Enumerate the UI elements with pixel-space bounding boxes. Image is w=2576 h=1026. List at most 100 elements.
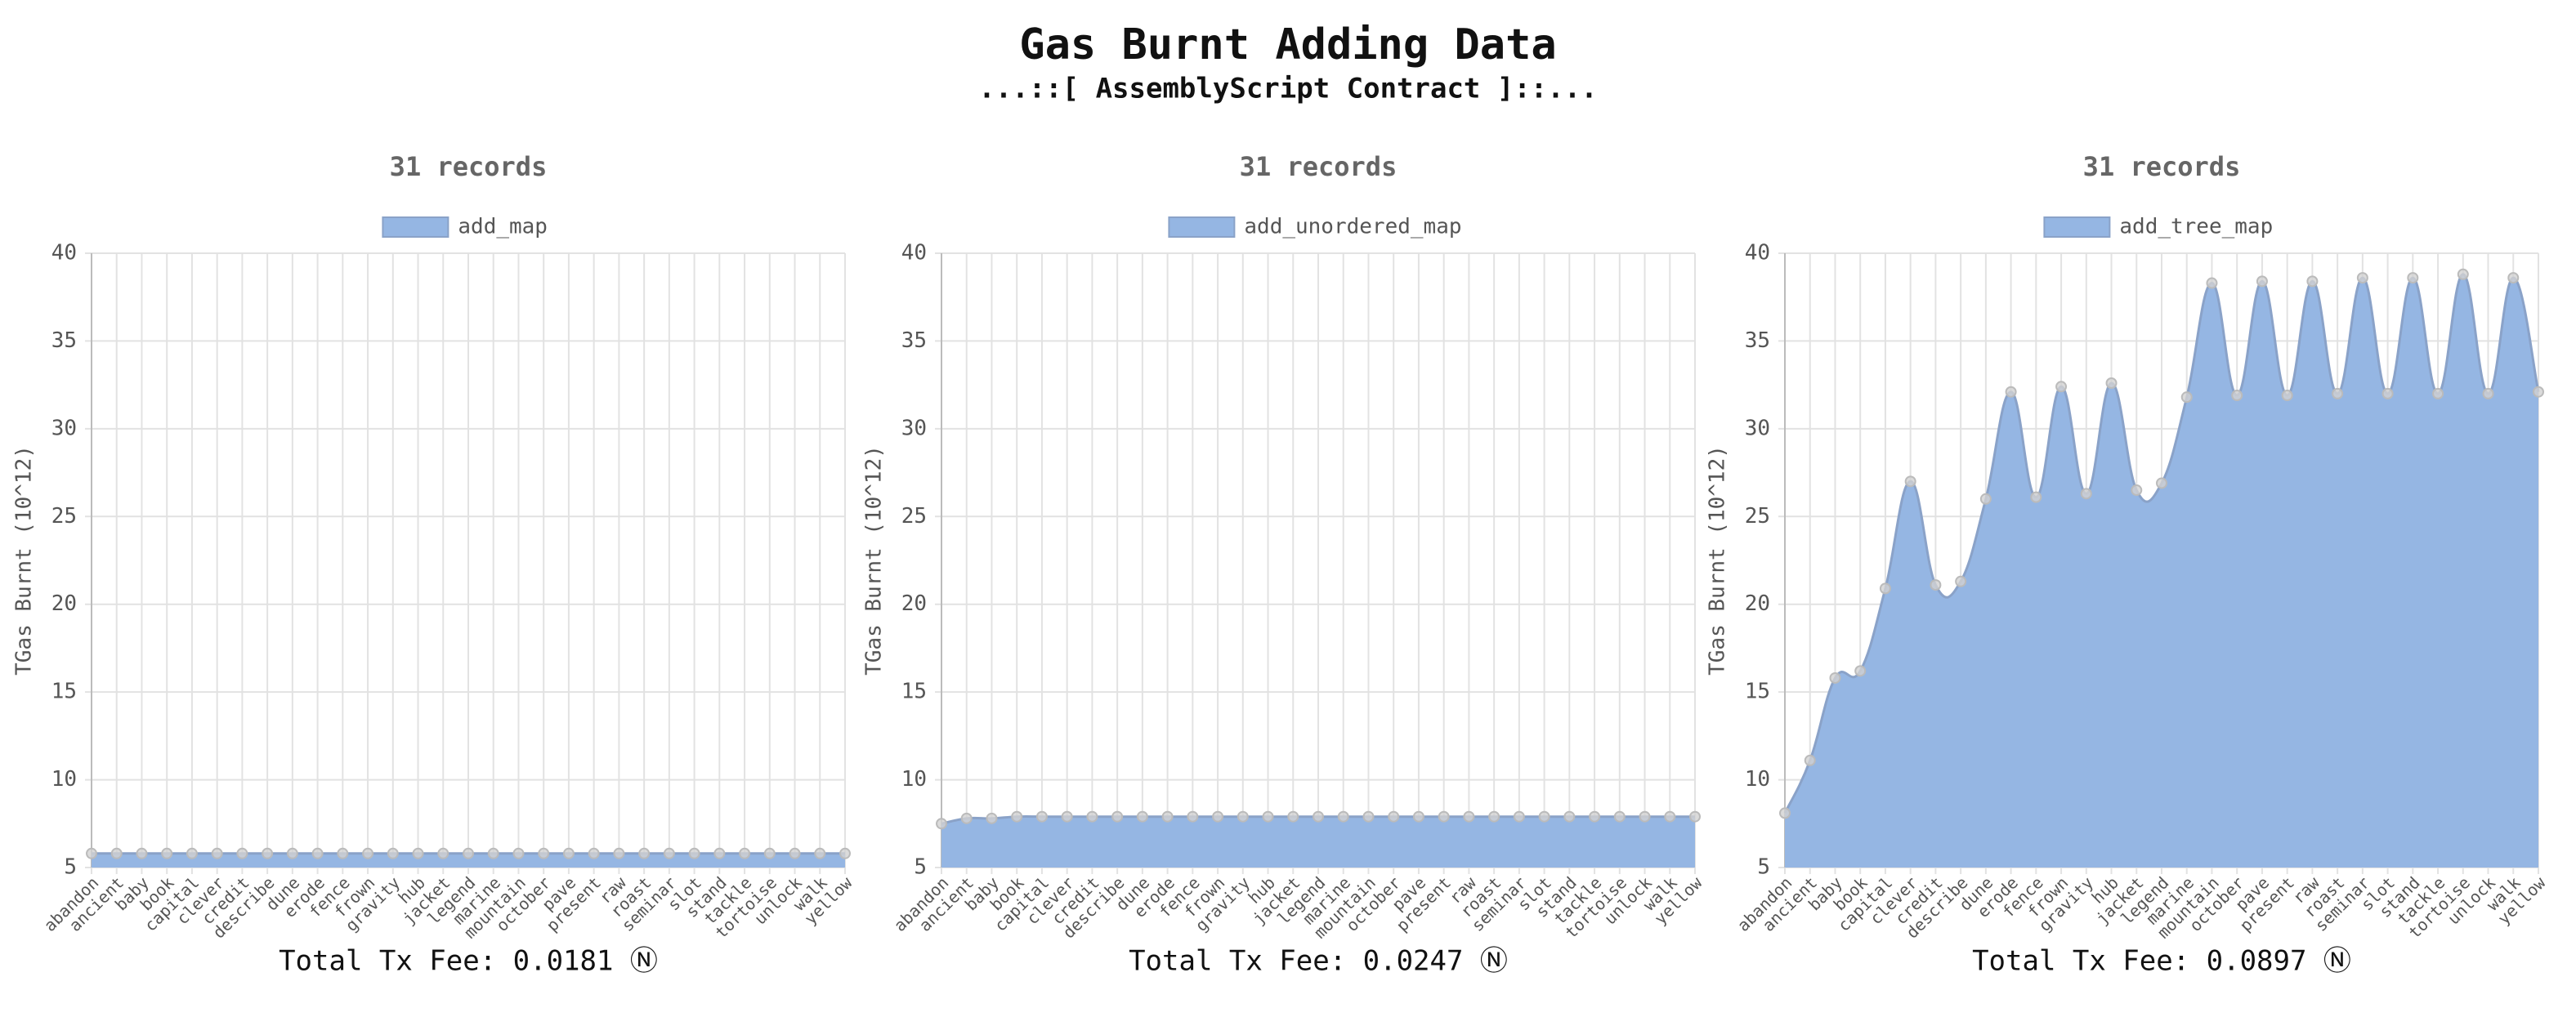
point bbox=[362, 847, 374, 859]
point bbox=[1313, 810, 1324, 823]
area bbox=[92, 853, 845, 868]
y-tick-label: 15 bbox=[901, 680, 927, 704]
chart-panel: 31 recordsadd_tree_map510152025303540aba… bbox=[1706, 151, 2551, 978]
point bbox=[1463, 810, 1475, 823]
point bbox=[2156, 477, 2167, 489]
point bbox=[739, 847, 751, 859]
legend-label: add_map bbox=[458, 215, 548, 239]
point bbox=[1689, 810, 1701, 823]
point bbox=[1136, 810, 1148, 823]
y-tick-label: 20 bbox=[1745, 591, 1770, 616]
point bbox=[311, 847, 324, 859]
point bbox=[613, 847, 625, 859]
point bbox=[1829, 671, 1841, 684]
legend-swatch bbox=[382, 216, 449, 238]
y-tick-label: 15 bbox=[1745, 680, 1770, 704]
point bbox=[2055, 381, 2068, 393]
point bbox=[1955, 575, 1967, 587]
point bbox=[814, 847, 826, 859]
point bbox=[1262, 810, 1274, 823]
chart-panel: 31 recordsadd_map510152025303540abandona… bbox=[12, 151, 857, 978]
point bbox=[387, 847, 399, 859]
y-tick-label: 35 bbox=[1745, 328, 1770, 353]
y-tick-label: 25 bbox=[51, 504, 77, 529]
footer: Total Tx Fee: 0.0247 Ⓝ bbox=[1129, 945, 1508, 978]
page-subtitle: ...::[ AssemblyScript Contract ]::... bbox=[978, 73, 1597, 105]
y-tick-label: 5 bbox=[914, 855, 927, 880]
footer: Total Tx Fee: 0.0181 Ⓝ bbox=[279, 945, 658, 978]
point bbox=[2080, 488, 2092, 500]
legend-label: add_unordered_map bbox=[1244, 215, 1461, 239]
y-axis-label: TGas Burnt (10^12) bbox=[12, 445, 37, 676]
point bbox=[1111, 810, 1124, 823]
footer: Total Tx Fee: 0.0897 Ⓝ bbox=[1972, 945, 2351, 978]
point bbox=[2281, 390, 2293, 402]
point bbox=[1011, 810, 1023, 823]
point bbox=[1161, 810, 1174, 823]
point bbox=[1979, 493, 1992, 505]
y-tick-label: 30 bbox=[901, 416, 927, 440]
point bbox=[2457, 268, 2469, 280]
point bbox=[2105, 377, 2118, 389]
y-tick-label: 10 bbox=[1745, 767, 1770, 792]
point bbox=[1930, 579, 1942, 591]
area bbox=[941, 816, 1695, 868]
y-tick-label: 40 bbox=[901, 241, 927, 265]
point bbox=[588, 847, 600, 859]
point bbox=[839, 847, 851, 859]
y-tick-label: 25 bbox=[1745, 504, 1770, 529]
point bbox=[2533, 386, 2544, 398]
y-tick-label: 10 bbox=[51, 767, 77, 792]
point bbox=[2180, 391, 2193, 404]
point bbox=[236, 847, 248, 859]
y-tick-label: 35 bbox=[901, 328, 927, 353]
area bbox=[1785, 274, 2538, 868]
point bbox=[1086, 810, 1098, 823]
legend-label: add_tree_map bbox=[2119, 215, 2273, 239]
point bbox=[1287, 810, 1299, 823]
y-tick-label: 35 bbox=[51, 328, 77, 353]
point bbox=[1779, 807, 1791, 819]
point bbox=[211, 847, 223, 859]
point bbox=[2482, 387, 2494, 399]
legend-swatch bbox=[1168, 216, 1236, 238]
point bbox=[2306, 275, 2319, 288]
point bbox=[2356, 272, 2368, 284]
point bbox=[688, 847, 700, 859]
y-axis-label: TGas Burnt (10^12) bbox=[862, 445, 887, 676]
point bbox=[713, 847, 726, 859]
y-tick-label: 20 bbox=[901, 591, 927, 616]
point bbox=[1804, 754, 1816, 766]
point bbox=[86, 847, 97, 859]
point bbox=[1035, 810, 1048, 823]
y-tick-label: 40 bbox=[1745, 241, 1770, 265]
point bbox=[986, 812, 998, 824]
point bbox=[1337, 810, 1349, 823]
point bbox=[1412, 810, 1424, 823]
point bbox=[2407, 272, 2419, 284]
point bbox=[1904, 475, 1916, 488]
point bbox=[337, 847, 349, 859]
point bbox=[437, 847, 449, 859]
point bbox=[1237, 810, 1249, 823]
point bbox=[2131, 484, 2143, 497]
point bbox=[2432, 387, 2444, 399]
chart-title: 31 records bbox=[1240, 151, 1398, 182]
point bbox=[1362, 810, 1375, 823]
point bbox=[1639, 810, 1651, 823]
point bbox=[1589, 810, 1601, 823]
point bbox=[1664, 810, 1676, 823]
point bbox=[487, 847, 499, 859]
point bbox=[186, 847, 198, 859]
point bbox=[538, 847, 550, 859]
point bbox=[1513, 810, 1525, 823]
point bbox=[262, 847, 274, 859]
point bbox=[2332, 387, 2344, 399]
point bbox=[1438, 810, 1450, 823]
y-tick-label: 5 bbox=[1757, 855, 1770, 880]
point bbox=[412, 847, 424, 859]
point bbox=[110, 847, 123, 859]
point bbox=[789, 847, 801, 859]
y-tick-label: 30 bbox=[1745, 416, 1770, 440]
